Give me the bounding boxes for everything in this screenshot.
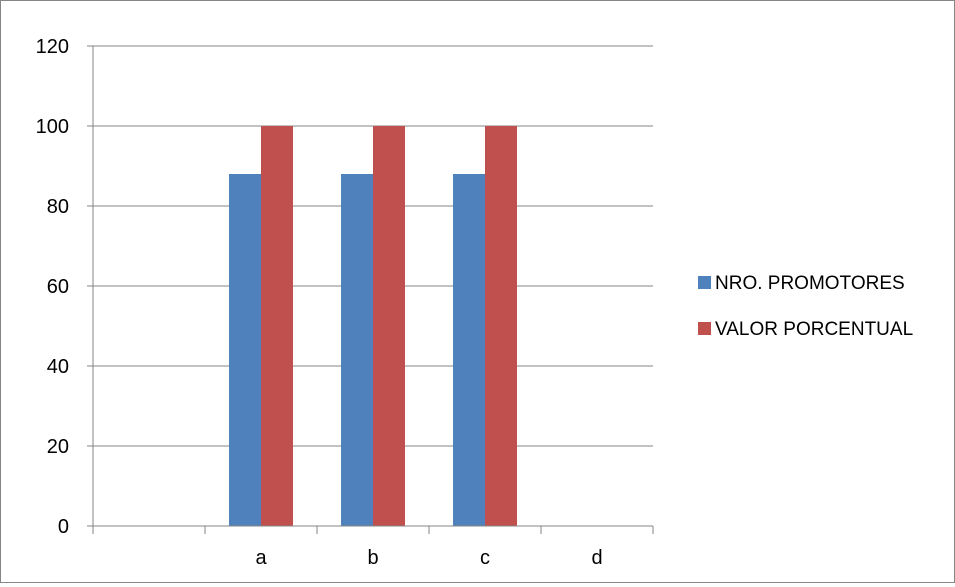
bar-nro-promotores [341,174,373,526]
x-tick-label: d [591,547,602,569]
legend-label: NRO. PROMOTORES [715,273,905,294]
bar-valor-porcentual [373,126,405,526]
bar-valor-porcentual [485,126,517,526]
x-tick-label: a [255,547,267,569]
x-tick-label: b [367,547,378,569]
x-tick-label: c [480,547,490,569]
y-tick-label: 0 [58,516,69,538]
bar-valor-porcentual [261,126,293,526]
y-tick-label: 100 [36,116,69,138]
legend-label: VALOR PORCENTUAL [715,319,913,340]
y-tick-label: 20 [47,436,69,458]
bar-nro-promotores [229,174,261,526]
legend-swatch [698,276,711,289]
y-tick-label: 60 [47,276,69,298]
legend-swatch [698,322,711,335]
legend: NRO. PROMOTORES VALOR PORCENTUAL [698,273,913,340]
y-tick-label: 120 [36,36,69,58]
bar-nro-promotores [453,174,485,526]
bars [229,126,517,526]
y-tick-label: 80 [47,196,69,218]
axes: 0 20 40 60 80 100 120 a b c d [36,36,654,569]
y-tick-label: 40 [47,356,69,378]
